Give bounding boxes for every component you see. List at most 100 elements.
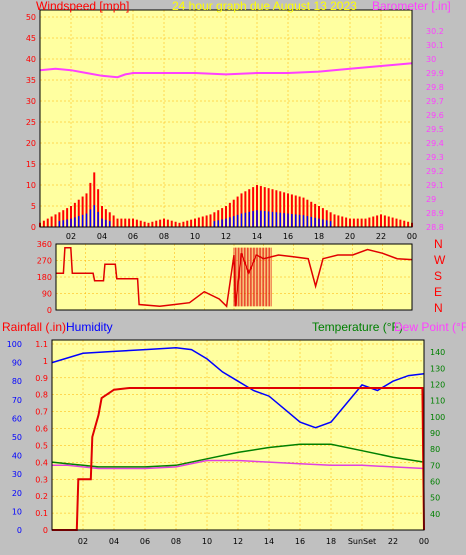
barometer-tick: 29.4 (426, 139, 444, 148)
windspeed-tick: 5 (31, 202, 36, 211)
temperature-tick: 90 (430, 429, 440, 438)
barometer-line (39, 62, 413, 79)
wind-x-tick: 08 (159, 232, 169, 241)
temperature-tick: 130 (430, 364, 445, 373)
compass-label: N (434, 237, 443, 251)
rainfall-tick: 0.2 (35, 492, 48, 501)
temperature-tick: 110 (430, 397, 445, 406)
humidity-tick: 30 (12, 470, 22, 479)
bottom-x-tick: 22 (388, 537, 398, 546)
temperature-tick: 100 (430, 413, 445, 422)
graph-title: 24 hour graph due August 13 2023 (172, 0, 357, 13)
wind-baro-series (39, 62, 413, 228)
wind-x-tick: 16 (283, 232, 293, 241)
humidity-label: Humidity (66, 320, 113, 334)
windspeed-tick: 25 (26, 118, 36, 127)
direction-tick: 90 (42, 290, 52, 299)
rainfall-label: Rainfall (.in) (2, 320, 66, 334)
humidity-tick: 80 (12, 377, 22, 386)
temperature-line (51, 443, 425, 468)
wind-x-tick: 14 (252, 232, 262, 241)
barometer-tick: 29.8 (426, 83, 444, 92)
windspeed-label: Windspeed [mph] (36, 0, 129, 13)
barometer-tick: 29.7 (426, 97, 444, 106)
rain-hum-temp-plot (52, 340, 424, 530)
direction-line (56, 246, 413, 308)
bottom-x-tick: 12 (233, 537, 243, 546)
wind-x-tick: 12 (221, 232, 231, 241)
barometer-tick: 30 (426, 55, 436, 64)
barometer-tick: 29.2 (426, 167, 444, 176)
windspeed-tick: 10 (26, 181, 36, 190)
compass-label: S (434, 269, 442, 283)
windspeed-tick: 40 (26, 55, 36, 64)
bottom-x-tick: 02 (78, 537, 88, 546)
barometer-tick: 28.8 (426, 223, 444, 232)
bottom-x-tick: 08 (171, 537, 181, 546)
rainfall-tick: 0.4 (35, 458, 48, 467)
wind-baro-ticks: 0 5 10 15 20 25 30 35 40 45 50 28.8 28.9 29 29.1 29.2 29… (26, 13, 444, 241)
temperature-tick: 70 (430, 461, 440, 470)
windspeed-tick: 35 (26, 76, 36, 85)
bottom-x-tick: 16 (295, 537, 305, 546)
humidity-tick: 20 (12, 489, 22, 498)
windspeed-tick: 45 (26, 34, 36, 43)
wind-x-tick: 18 (314, 232, 324, 241)
bottom-x-tick: 14 (264, 537, 274, 546)
humidity-tick: 70 (12, 396, 22, 405)
humidity-tick: 60 (12, 414, 22, 423)
wind-x-tick: 04 (97, 232, 107, 241)
direction-frame (55, 243, 413, 311)
wind-x-tick: 20 (345, 232, 355, 241)
rainfall-tick: 0.5 (35, 441, 48, 450)
temperature-tick: 50 (430, 494, 440, 503)
bottom-x-tick: 10 (202, 537, 212, 546)
direction-series (56, 246, 413, 308)
direction-tick: 0 (47, 306, 52, 315)
rain-hum-temp-frame (51, 339, 425, 531)
temperature-tick: 140 (430, 348, 445, 357)
compass-label: E (434, 285, 442, 299)
bottom-x-tick: 04 (109, 537, 119, 546)
barometer-tick: 29.1 (426, 181, 444, 190)
barometer-tick: 28.9 (426, 209, 444, 218)
barometer-tick: 29.5 (426, 125, 444, 134)
windspeed-tick: 20 (26, 139, 36, 148)
barometer-tick: 29 (426, 195, 436, 204)
rainfall-tick: 1.1 (35, 340, 48, 349)
wind-x-tick: 10 (190, 232, 200, 241)
temperature-tick: 80 (430, 445, 440, 454)
temperature-tick: 60 (430, 477, 440, 486)
humidity-tick: 40 (12, 452, 22, 461)
bottom-x-tick: SunSet (348, 537, 376, 546)
rainfall-tick: 1 (43, 357, 48, 366)
humidity-tick: 50 (12, 433, 22, 442)
windspeed-tick: 15 (26, 160, 36, 169)
wind-x-tick: 22 (376, 232, 386, 241)
windspeed-tick: 0 (31, 223, 36, 232)
temperature-tick: 120 (430, 380, 445, 389)
rainfall-tick: 0.3 (35, 475, 48, 484)
wind-x-tick: 06 (128, 232, 138, 241)
bottom-x-tick: 18 (326, 537, 336, 546)
rainfall-tick: 0.9 (35, 374, 48, 383)
rainfall-tick: 0.1 (35, 509, 48, 518)
rainfall-tick: 0.8 (35, 391, 48, 400)
direction-ticks: 0 90 180 270 360 (37, 240, 52, 315)
rainfall-line (52, 387, 425, 531)
rainfall-tick: 0 (43, 526, 48, 535)
temperature-label: Temperature (°F) (312, 320, 403, 334)
humidity-tick: 0 (17, 526, 22, 535)
direction-tick: 360 (37, 240, 52, 249)
dewpoint-line (52, 459, 425, 470)
barometer-tick: 30.2 (426, 27, 444, 36)
wind-baro-frame (39, 9, 413, 228)
bottom-x-tick: 00 (419, 537, 429, 546)
direction-tick: 180 (37, 273, 52, 282)
rain-hum-temp-series (51, 346, 425, 531)
humidity-tick: 10 (12, 507, 22, 516)
barometer-tick: 29.3 (426, 153, 444, 162)
barometer-tick: 29.9 (426, 69, 444, 78)
